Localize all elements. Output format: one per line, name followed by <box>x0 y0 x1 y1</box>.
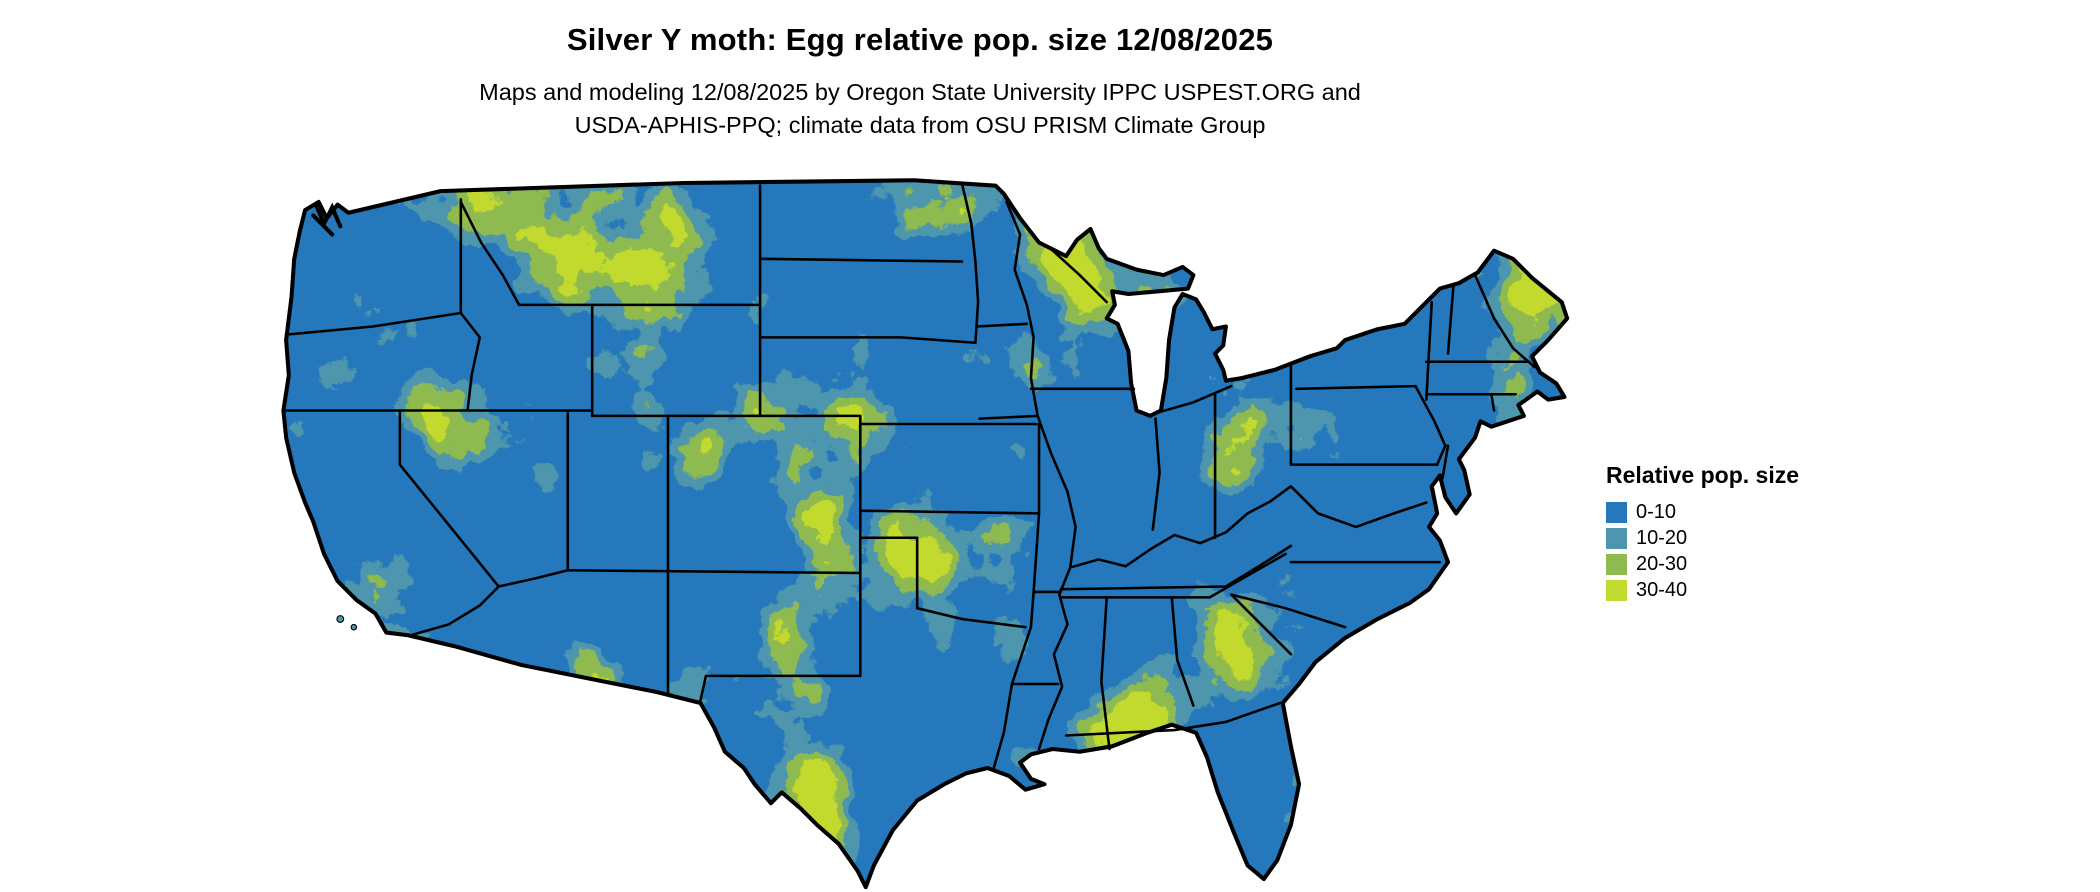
legend-item-10-20: 10-20 <box>1606 525 1866 551</box>
legend-label-20-30: 20-30 <box>1636 553 1688 575</box>
map-raster-fill <box>283 180 1568 888</box>
us-map <box>278 172 1578 890</box>
legend-label-0-10: 0-10 <box>1636 501 1677 523</box>
subtitle-line-2: USDA-APHIS-PPQ; climate data from OSU PR… <box>574 112 1266 138</box>
channel-island <box>350 623 358 631</box>
legend-swatch-20-30 <box>1606 553 1627 575</box>
map-band-30-40 <box>283 180 1568 888</box>
map-legend: Relative pop. size 0-10 10-20 20-30 30-4… <box>1606 462 1866 603</box>
legend-swatch-10-20 <box>1606 527 1627 549</box>
legend-label-30-40: 30-40 <box>1636 579 1688 601</box>
legend-label-10-20: 10-20 <box>1636 527 1688 549</box>
legend-swatch-30-40 <box>1606 579 1627 601</box>
subtitle-line-1: Maps and modeling 12/08/2025 by Oregon S… <box>479 79 1361 105</box>
us-map-svg <box>281 178 1570 890</box>
page-title: Silver Y moth: Egg relative pop. size 12… <box>566 22 1274 57</box>
legend-item-0-10: 0-10 <box>1606 499 1866 525</box>
map-header: Silver Y moth: Egg relative pop. size 12… <box>0 22 1840 142</box>
legend-title: Relative pop. size <box>1606 462 1800 488</box>
puget-sound-inlets <box>311 202 343 237</box>
state-borders <box>282 181 1536 772</box>
legend-item-20-30: 20-30 <box>1606 551 1866 577</box>
legend-swatch-0-10 <box>1606 501 1627 523</box>
national-border <box>281 178 1570 890</box>
channel-island <box>336 615 345 623</box>
legend-item-30-40: 30-40 <box>1606 577 1866 603</box>
